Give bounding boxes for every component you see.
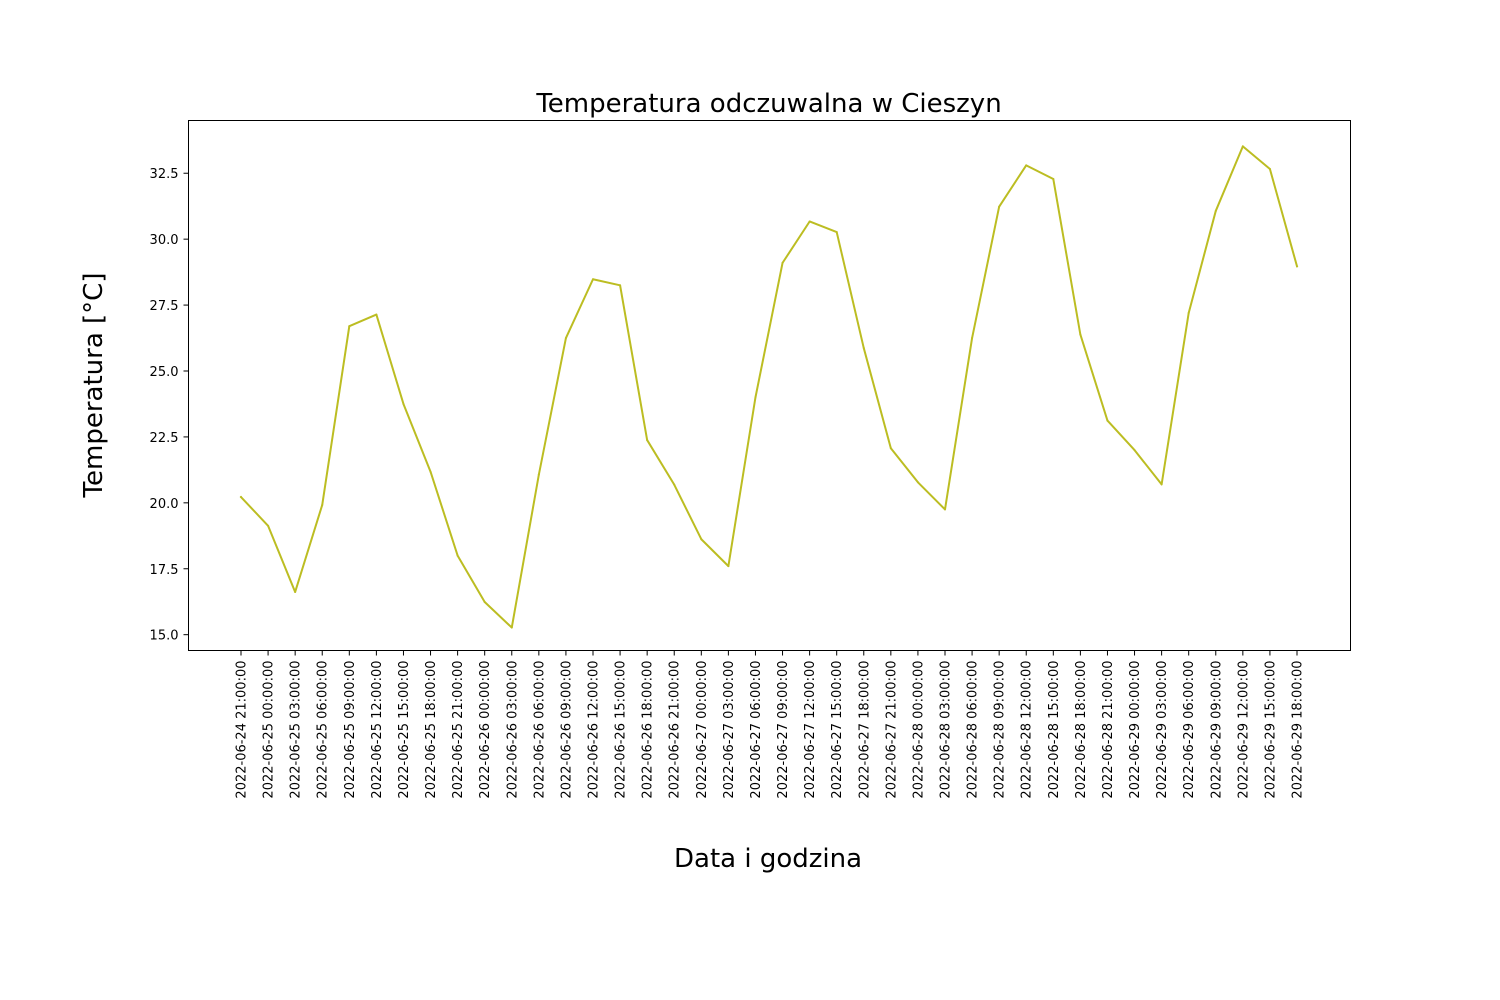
data-point [537,473,540,476]
x-tick-label: 2022-06-29 15:00:00 [1263,661,1278,799]
x-tick-label: 2022-06-28 00:00:00 [911,661,926,799]
data-point [808,220,811,223]
plot-area-frame [188,120,1351,651]
x-tick-label: 2022-06-25 18:00:00 [424,661,439,799]
x-tick-label: 2022-06-27 09:00:00 [776,661,791,799]
data-point [592,278,594,281]
data-point [862,347,865,350]
data-point [267,524,270,527]
x-tick-label: 2022-06-26 03:00:00 [505,661,520,799]
data-point [402,402,405,405]
y-axis-title: Temperatura [°C] [79,273,109,499]
x-tick-label: 2022-06-26 18:00:00 [641,661,656,799]
data-point [1187,311,1190,314]
x-axis-title: Data i godzina [674,844,862,874]
data-point [754,396,757,399]
x-tick-label: 2022-06-25 06:00:00 [316,661,331,799]
data-point [646,439,649,442]
x-tick-label: 2022-06-27 18:00:00 [857,661,872,799]
x-tick-label: 2022-06-25 09:00:00 [343,661,358,799]
data-point [1160,483,1163,486]
x-tick-label: 2022-06-26 00:00:00 [478,661,493,799]
y-tick-label: 25.0 [150,365,179,380]
x-tick-label: 2022-06-27 03:00:00 [722,661,737,799]
x-tick-label: 2022-06-28 09:00:00 [993,661,1008,799]
x-tick-label: 2022-06-28 06:00:00 [966,661,981,799]
y-tick-label: 32.5 [150,167,179,182]
data-point [429,470,432,473]
x-tick-label: 2022-06-27 21:00:00 [884,661,899,799]
data-point [375,313,378,316]
x-tick-label: 2022-06-26 21:00:00 [668,661,683,799]
x-tick-label: 2022-06-27 06:00:00 [749,661,764,799]
x-tick-label: 2022-06-25 12:00:00 [370,661,385,799]
data-point [971,337,974,340]
data-point [700,538,703,541]
data-point [240,496,242,499]
data-point [294,590,297,593]
x-axis: 2022-06-24 21:00:00 2022-06-25 00:00:00 20… [235,650,1306,799]
y-tick-label: 30.0 [150,233,179,248]
x-tick-label: 2022-06-26 09:00:00 [559,661,574,799]
x-tick-label: 2022-06-26 06:00:00 [532,661,547,799]
x-tick-label: 2022-06-28 21:00:00 [1101,661,1116,799]
data-point [835,231,838,234]
x-tick-label: 2022-06-29 03:00:00 [1155,661,1170,799]
y-tick-label: 20.0 [150,497,179,512]
data-point [673,483,676,486]
data-point [1241,145,1244,148]
x-tick-label: 2022-06-25 21:00:00 [451,661,466,799]
data-point [1133,449,1136,452]
data-point [1052,178,1055,181]
data-point [727,565,730,568]
data-point [1296,265,1298,268]
x-tick-label: 2022-06-29 00:00:00 [1128,661,1143,799]
series-layer [239,145,1299,629]
x-tick-label: 2022-06-26 15:00:00 [614,661,629,799]
x-tick-label: 2022-06-29 18:00:00 [1291,661,1306,799]
y-tick-label: 17.5 [150,563,179,578]
y-axis: 15.0 17.5 20.0 22.5 25.0 27.5 30.0 32.5 [150,167,189,644]
data-point [1214,209,1217,212]
data-point [1079,333,1082,336]
data-point [456,554,459,557]
x-tick-label: 2022-06-28 12:00:00 [1020,661,1035,799]
x-tick-label: 2022-06-25 03:00:00 [289,661,304,799]
temperature-series-line [239,145,1299,629]
x-tick-label: 2022-06-25 00:00:00 [262,661,277,799]
x-tick-label: 2022-06-28 03:00:00 [939,661,954,799]
data-point [510,626,513,629]
x-tick-label: 2022-06-26 12:00:00 [587,661,602,799]
x-tick-label: 2022-06-29 12:00:00 [1236,661,1251,799]
y-tick-label: 22.5 [150,431,179,446]
data-point [916,481,919,484]
x-tick-label: 2022-06-27 15:00:00 [830,661,845,799]
x-tick-label: 2022-06-28 18:00:00 [1074,661,1089,799]
x-tick-label: 2022-06-25 15:00:00 [397,661,412,799]
chart-title: Temperatura odczuwalna w Cieszyn [535,89,1001,119]
x-tick-label: 2022-06-27 12:00:00 [803,661,818,799]
data-point [483,600,486,603]
y-tick-label: 27.5 [150,299,179,314]
data-point [1268,168,1271,171]
data-point [889,447,892,450]
x-tick-label: 2022-06-28 15:00:00 [1047,661,1062,799]
x-tick-label: 2022-06-24 21:00:00 [235,661,250,799]
data-point [564,337,567,340]
data-point [781,261,784,264]
x-tick-label: 2022-06-27 00:00:00 [695,661,710,799]
x-tick-label: 2022-06-29 09:00:00 [1209,661,1224,799]
data-point [321,503,324,506]
data-point [944,508,946,511]
data-point [348,325,351,328]
data-point [619,284,622,287]
data-point [1106,419,1109,422]
x-tick-label: 2022-06-29 06:00:00 [1182,661,1197,799]
y-tick-label: 15.0 [150,629,179,644]
data-point [998,205,1001,208]
data-point [1025,164,1028,167]
